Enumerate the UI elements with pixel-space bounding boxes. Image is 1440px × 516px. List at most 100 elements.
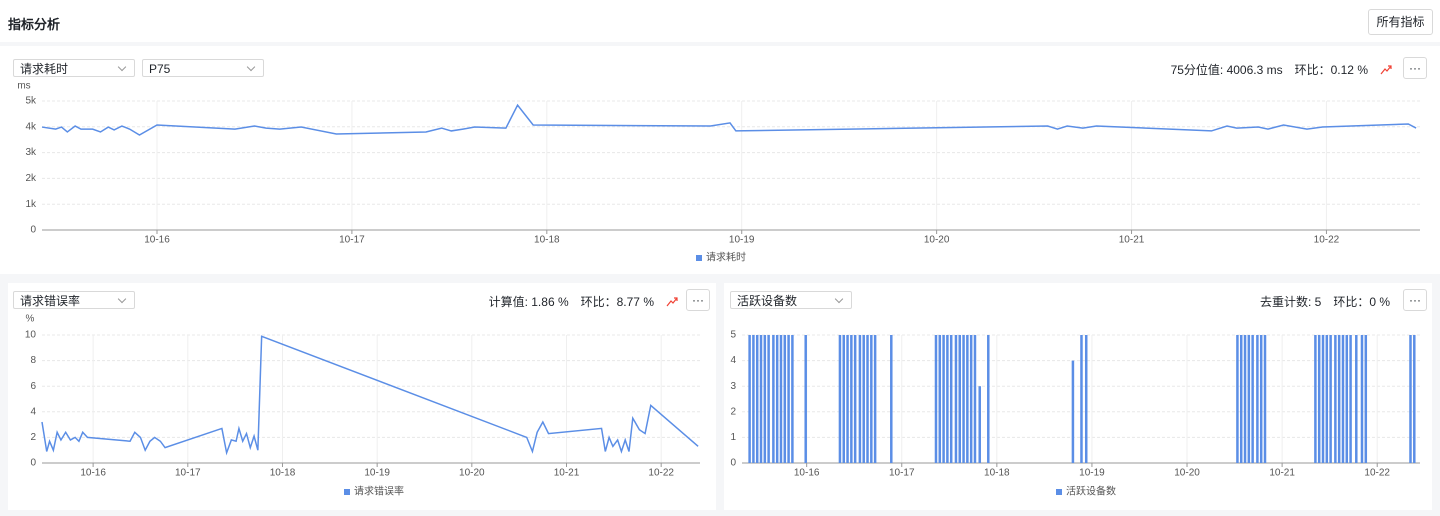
x-tick-label: 10-19	[1079, 468, 1105, 479]
bar	[870, 335, 873, 463]
stats: 去重计数: 5 环比：0 %	[1260, 293, 1390, 310]
bar	[938, 335, 942, 463]
legend-swatch	[696, 255, 702, 261]
more-button[interactable]: ···	[1403, 57, 1427, 79]
bar	[1341, 335, 1345, 463]
bar	[1317, 335, 1321, 463]
bar	[966, 335, 969, 463]
bar	[1263, 335, 1267, 463]
bar	[1334, 335, 1337, 463]
bar	[783, 335, 787, 463]
bar	[862, 335, 865, 463]
bar	[752, 335, 755, 463]
bar	[1329, 335, 1332, 463]
x-tick-label: 10-17	[339, 235, 365, 246]
page-title: 指标分析	[8, 17, 61, 32]
bar	[954, 335, 958, 463]
legend-label: 活跃设备数	[1066, 485, 1116, 498]
y-tick-label: 0	[730, 458, 736, 469]
more-button[interactable]: ···	[1403, 289, 1427, 311]
bar	[755, 335, 759, 463]
bar	[763, 335, 767, 463]
bar	[1259, 335, 1263, 463]
x-tick-label: 10-20	[1174, 468, 1200, 479]
trend-icon	[666, 296, 678, 306]
all-metrics-button[interactable]: 所有指标	[1368, 9, 1433, 35]
bar	[759, 335, 763, 463]
x-tick-label: 10-16	[794, 468, 820, 479]
y-tick-label: 2k	[25, 173, 37, 184]
y-tick-label: 6	[30, 381, 36, 392]
metric-select[interactable]: 请求错误率	[13, 291, 135, 309]
legend-swatch	[344, 489, 350, 495]
percentile-select[interactable]: P75	[142, 59, 264, 77]
x-tick-label: 10-22	[1364, 468, 1390, 479]
bar	[946, 335, 949, 463]
x-tick-label: 10-19	[729, 235, 755, 246]
bar	[1251, 335, 1254, 463]
y-tick-label: 0	[30, 458, 36, 469]
bar	[1337, 335, 1341, 463]
y-tick-label: 4	[730, 355, 736, 366]
panel	[8, 283, 716, 510]
bar	[1239, 335, 1243, 463]
x-tick-label: 10-18	[534, 235, 560, 246]
bar	[804, 335, 807, 463]
bar	[934, 335, 938, 463]
y-tick-label: 4	[30, 406, 36, 417]
x-tick-label: 10-18	[270, 468, 296, 479]
y-tick-label: 0	[30, 225, 36, 236]
bar	[1080, 335, 1083, 463]
bar	[1325, 335, 1329, 463]
x-tick-label: 10-22	[648, 468, 674, 479]
bar	[1247, 335, 1251, 463]
line	[41, 335, 699, 456]
bar	[748, 335, 751, 463]
x-tick-label: 10-18	[984, 468, 1010, 479]
y-axis-label: %	[26, 314, 35, 325]
bar	[1409, 335, 1412, 463]
header-bar	[0, 0, 1440, 42]
legend-label: 请求错误率	[354, 485, 404, 498]
x-tick-label: 10-17	[175, 468, 201, 479]
metric-select[interactable]: 请求耗时	[13, 59, 135, 77]
stat-value: 75分位值: 4006.3 ms	[1170, 63, 1283, 77]
stat-value: 计算值: 1.86 %	[488, 295, 569, 309]
y-tick-label: 4k	[25, 121, 37, 132]
bar	[787, 335, 790, 463]
more-button[interactable]: ···	[686, 289, 710, 311]
panel	[0, 46, 1440, 274]
bar	[775, 335, 779, 463]
bar	[890, 335, 893, 463]
y-tick-label: 2	[730, 406, 736, 417]
bar	[1314, 335, 1317, 463]
y-tick-label: 1k	[25, 199, 37, 210]
metric-select[interactable]: 活跃设备数	[730, 291, 852, 309]
legend-label: 请求耗时	[706, 251, 746, 264]
x-tick-label: 10-21	[1269, 468, 1295, 479]
bar	[1413, 335, 1416, 463]
y-tick-label: 8	[30, 355, 36, 366]
bar	[1256, 335, 1259, 463]
y-tick-label: 3	[730, 381, 736, 392]
bar	[969, 335, 973, 463]
bar	[1084, 335, 1088, 463]
bar	[772, 335, 775, 463]
bar	[1243, 335, 1247, 463]
bar	[838, 335, 842, 463]
bar	[962, 335, 965, 463]
bar	[973, 335, 977, 463]
bar	[791, 335, 794, 463]
y-tick-label: 5k	[25, 96, 37, 107]
bar	[1236, 335, 1239, 463]
x-tick-label: 10-16	[144, 235, 170, 246]
x-tick-label: 10-22	[1314, 235, 1340, 246]
trend-icon	[1380, 64, 1392, 74]
bar	[866, 335, 869, 463]
bar	[842, 335, 845, 463]
bar	[1364, 335, 1368, 463]
y-tick-label: 5	[730, 330, 736, 341]
stats: 计算值: 1.86 % 环比：8.77 %	[489, 293, 678, 310]
